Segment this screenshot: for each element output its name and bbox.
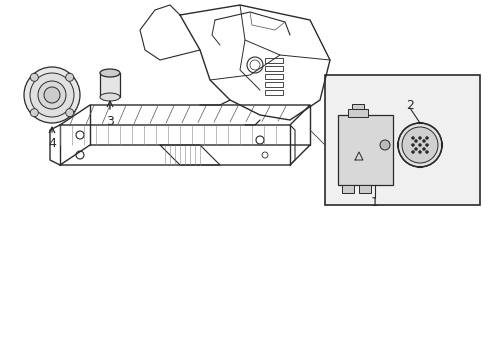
Text: 2: 2 [405, 99, 413, 112]
Circle shape [425, 150, 427, 153]
Circle shape [411, 144, 414, 147]
Circle shape [425, 144, 427, 147]
Circle shape [65, 109, 74, 117]
Circle shape [425, 136, 427, 140]
Circle shape [38, 81, 66, 109]
Bar [358, 185, 370, 193]
Bar [264, 74, 283, 79]
Ellipse shape [100, 69, 120, 77]
Circle shape [418, 144, 421, 147]
Bar [337, 115, 392, 185]
Circle shape [418, 150, 421, 153]
Ellipse shape [100, 93, 120, 101]
Circle shape [414, 140, 417, 143]
Circle shape [30, 73, 74, 117]
Circle shape [411, 150, 414, 153]
Bar [325, 75, 479, 205]
Bar [264, 90, 283, 95]
Circle shape [414, 148, 417, 150]
Circle shape [44, 87, 60, 103]
Text: 3: 3 [106, 115, 114, 128]
Circle shape [418, 136, 421, 140]
Bar [264, 66, 283, 71]
Bar [264, 82, 283, 87]
Circle shape [401, 127, 437, 163]
Text: 4: 4 [48, 137, 56, 150]
Bar [351, 104, 363, 109]
Text: 1: 1 [370, 195, 378, 208]
Bar [264, 58, 283, 63]
Circle shape [30, 109, 38, 117]
Circle shape [397, 123, 441, 167]
Circle shape [422, 140, 425, 143]
Bar [347, 109, 367, 117]
Circle shape [411, 136, 414, 140]
Bar [341, 185, 353, 193]
Bar [100, 73, 120, 97]
Circle shape [24, 67, 80, 123]
Circle shape [30, 73, 38, 81]
Circle shape [379, 140, 389, 150]
Circle shape [422, 148, 425, 150]
Circle shape [65, 73, 74, 81]
